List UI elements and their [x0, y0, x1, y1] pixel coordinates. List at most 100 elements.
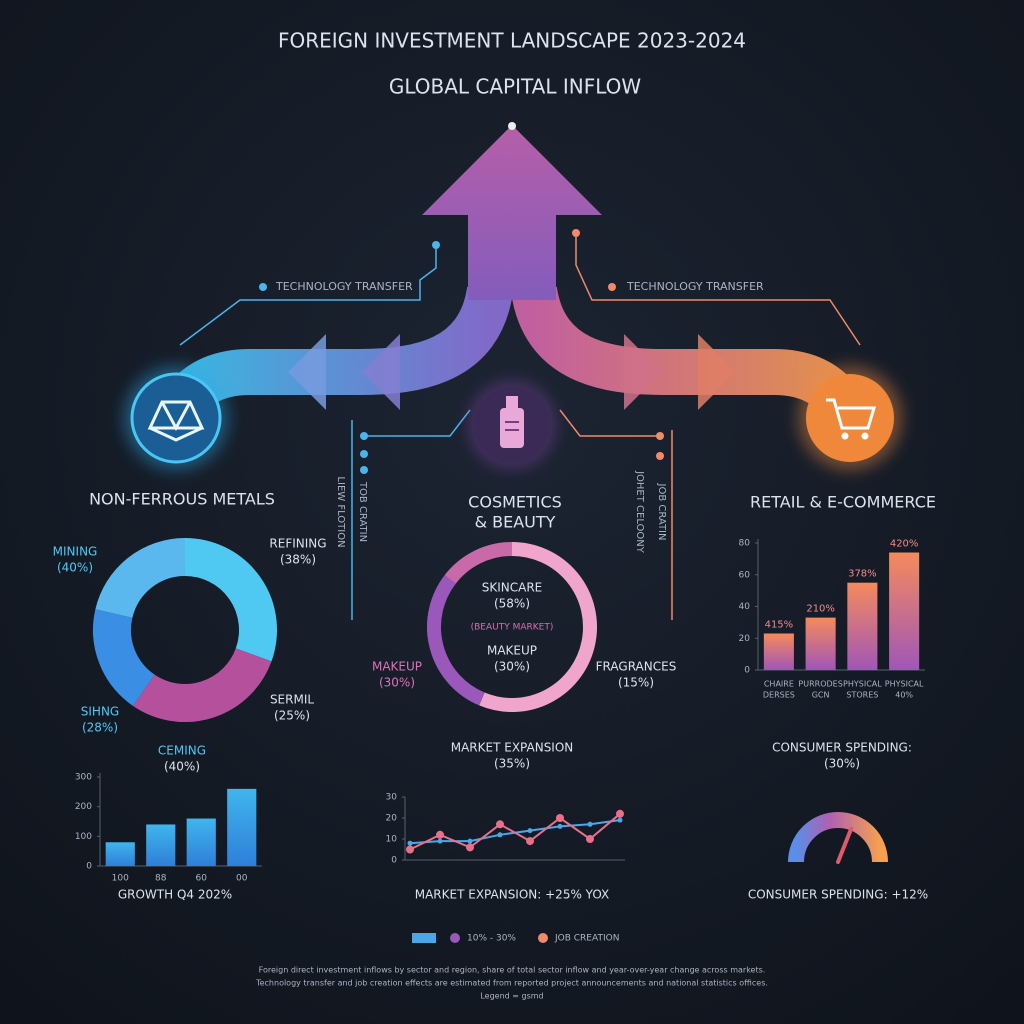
donut-segment [184, 538, 277, 662]
line-point [437, 838, 443, 844]
segment-label: FRAGRANCES [596, 660, 677, 674]
chart-label: MARKET EXPANSION [451, 741, 574, 755]
bar [105, 842, 135, 866]
segment-label: REFINING [269, 537, 326, 551]
y-tick-label: 20 [739, 634, 751, 644]
bar [186, 818, 216, 866]
y-tick-label: 100 [75, 832, 92, 842]
legend-label: JOB CREATION [554, 934, 619, 944]
footnote: Technology transfer and job creation eff… [255, 979, 768, 988]
segment-value: (15%) [618, 676, 654, 690]
x-tick-label: GCN [812, 691, 830, 700]
legend-swatch [450, 933, 460, 943]
x-tick-label: 60 [196, 874, 208, 884]
flow-label: TECHNOLOGY TRANSFER [626, 280, 764, 293]
donut-segment [479, 542, 597, 712]
center-label: (30%) [494, 660, 530, 674]
vertical-label: TOB CRATIN [357, 481, 368, 542]
line-point [496, 820, 504, 829]
line-series [409, 813, 621, 851]
segment-label: SIHNG [81, 705, 119, 719]
donut-segment [93, 609, 156, 706]
line-point [467, 838, 473, 844]
line-point [557, 823, 563, 829]
segment-value: (28%) [82, 721, 118, 735]
bar-label: 420% [890, 539, 919, 550]
x-tick-label: PURRODES [798, 680, 842, 689]
y-tick-label: 0 [391, 856, 397, 866]
chart-caption: MARKET EXPANSION: +25% YOX [415, 888, 610, 902]
donut-segment [427, 575, 485, 706]
line-point [526, 837, 534, 846]
vertical-label: JOHET CELOONY [634, 470, 645, 554]
x-tick-label: DERSES [763, 691, 795, 700]
footnote: Foreign direct investment inflows by sec… [259, 966, 766, 975]
vertical-label: LIEW FLOTION [335, 476, 346, 547]
section-title: NON-FERROUS METALS [89, 490, 275, 509]
section-title: COSMETICS [468, 493, 562, 512]
segment-value: (40%) [57, 561, 93, 575]
y-tick-label: 40 [739, 602, 751, 612]
gauge-arc [788, 812, 888, 863]
legend-swatch [538, 933, 548, 943]
bar [847, 582, 878, 670]
y-tick-label: 80 [739, 539, 751, 549]
flow-label: TECHNOLOGY TRANSFER [275, 280, 413, 293]
bar-label: 378% [848, 569, 877, 580]
center-label: MAKEUP [487, 644, 537, 658]
segment-value: (30%) [379, 676, 415, 690]
segment-value: (58%) [494, 597, 530, 611]
x-tick-label: STORES [846, 691, 878, 700]
segment-value: (25%) [274, 709, 310, 723]
legend-label: 10% - 30% [467, 934, 516, 944]
gauge-needle [836, 826, 854, 864]
subtitle: GLOBAL CAPITAL INFLOW [389, 75, 642, 99]
x-tick-label: 00 [236, 874, 248, 884]
line-point [407, 840, 413, 846]
bar [763, 633, 794, 670]
segment-value: (38%) [280, 553, 316, 567]
y-tick-label: 0 [86, 862, 92, 872]
line-point [527, 828, 533, 834]
y-tick-label: 30 [386, 793, 398, 803]
chart-label: CONSUMER SPENDING: [772, 741, 912, 755]
footnote: Legend = gsmd [480, 992, 543, 1001]
x-tick-label: PHYSICAL [885, 680, 924, 689]
title: FOREIGN INVESTMENT LANDSCAPE 2023-2024 [278, 29, 746, 53]
line-point [617, 817, 623, 823]
x-tick-label: CHAIRE [764, 680, 794, 689]
connectors [179, 229, 861, 620]
line-point [586, 835, 594, 843]
section-title: & BEAUTY [475, 513, 556, 532]
bar-label: 415% [765, 619, 794, 630]
chart-caption: GROWTH Q4 202% [118, 888, 232, 902]
line-point [616, 809, 624, 818]
chart-label: CEMING [158, 744, 206, 758]
x-tick-label: 100 [112, 874, 129, 884]
center-note: (BEAUTY MARKET) [471, 623, 554, 633]
bar [146, 824, 176, 866]
x-tick-label: 40% [895, 691, 913, 700]
sector-icons [124, 366, 902, 470]
legend-swatch [412, 933, 436, 943]
y-tick-label: 10 [386, 835, 398, 845]
donut-segment [95, 538, 186, 619]
donut-segment [444, 542, 513, 584]
chart-caption: CONSUMER SPENDING: +12% [748, 888, 928, 902]
chart-label: (35%) [494, 757, 530, 771]
chart-label: (30%) [824, 757, 860, 771]
segment-label: MINING [53, 545, 98, 559]
line-point [556, 814, 564, 822]
chart-label: (40%) [164, 760, 200, 774]
vertical-label: JOB CRATIN [656, 483, 667, 541]
line-point [436, 830, 444, 839]
segment-label: SERMIL [270, 693, 314, 707]
x-tick-label: 88 [155, 874, 167, 884]
bar [805, 617, 836, 670]
segment-label: SKINCARE [482, 581, 543, 595]
y-tick-label: 20 [386, 814, 398, 824]
section-title: RETAIL & E-COMMERCE [750, 493, 936, 512]
bar [889, 552, 920, 670]
line-point [406, 845, 414, 854]
